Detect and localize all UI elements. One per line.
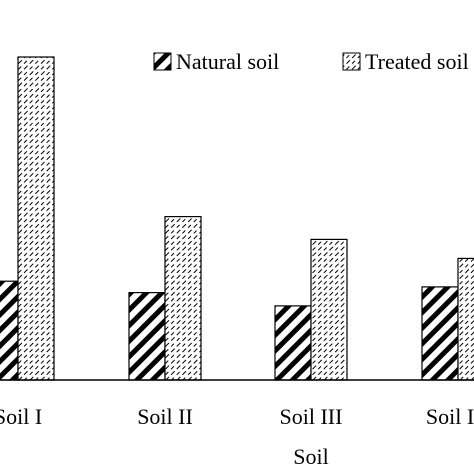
legend-label-natural: Natural soil [176,49,279,74]
bar-treated-3 [310,238,348,381]
x-tick-label: Soil I [0,404,42,429]
bars-group [0,56,474,381]
x-axis-title: Soil [293,444,328,469]
bar-treated-4 [457,257,474,381]
legend-swatch-treated [342,52,361,71]
legend: Natural soil Treated soil [153,49,469,74]
bar-natural-2 [128,292,166,381]
bar-natural-1 [0,280,19,381]
legend-swatch-natural [153,52,172,71]
bar-natural-3 [274,305,312,381]
bar-treated-2 [164,216,202,381]
x-tick-labels: Soil I Soil II Soil III Soil IV [0,404,474,429]
x-tick-label: Soil IV [426,404,474,429]
x-tick-label: Soil II [137,404,193,429]
bar-natural-4 [421,286,459,381]
bar-treated-1 [17,56,55,381]
legend-label-treated: Treated soil [365,49,469,74]
x-tick-label: Soil III [280,404,343,429]
